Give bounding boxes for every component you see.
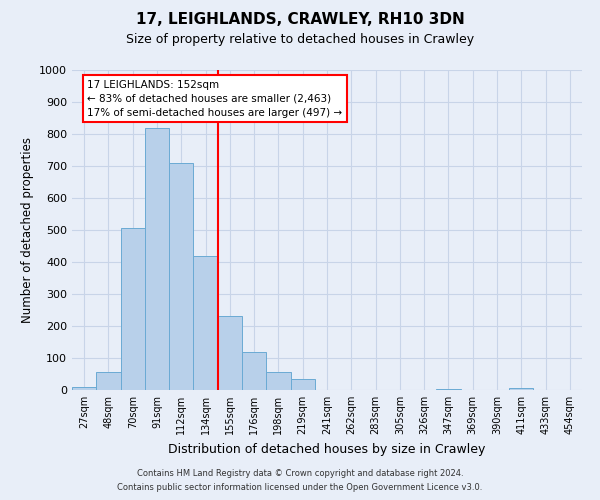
Bar <box>290 379 315 390</box>
X-axis label: Distribution of detached houses by size in Crawley: Distribution of detached houses by size … <box>169 442 485 456</box>
Text: Size of property relative to detached houses in Crawley: Size of property relative to detached ho… <box>126 32 474 46</box>
Text: Contains public sector information licensed under the Open Government Licence v3: Contains public sector information licen… <box>118 484 482 492</box>
Bar <box>193 256 218 390</box>
Bar <box>72 388 96 390</box>
Text: Contains HM Land Registry data © Crown copyright and database right 2024.: Contains HM Land Registry data © Crown c… <box>137 468 463 477</box>
Text: 17, LEIGHLANDS, CRAWLEY, RH10 3DN: 17, LEIGHLANDS, CRAWLEY, RH10 3DN <box>136 12 464 28</box>
Text: 17 LEIGHLANDS: 152sqm
← 83% of detached houses are smaller (2,463)
17% of semi-d: 17 LEIGHLANDS: 152sqm ← 83% of detached … <box>88 80 343 118</box>
Bar <box>242 352 266 390</box>
Bar <box>96 372 121 390</box>
Bar <box>169 163 193 390</box>
Bar <box>509 388 533 390</box>
Y-axis label: Number of detached properties: Number of detached properties <box>20 137 34 323</box>
Bar <box>436 389 461 390</box>
Bar <box>266 372 290 390</box>
Bar <box>121 228 145 390</box>
Bar <box>145 128 169 390</box>
Bar <box>218 316 242 390</box>
